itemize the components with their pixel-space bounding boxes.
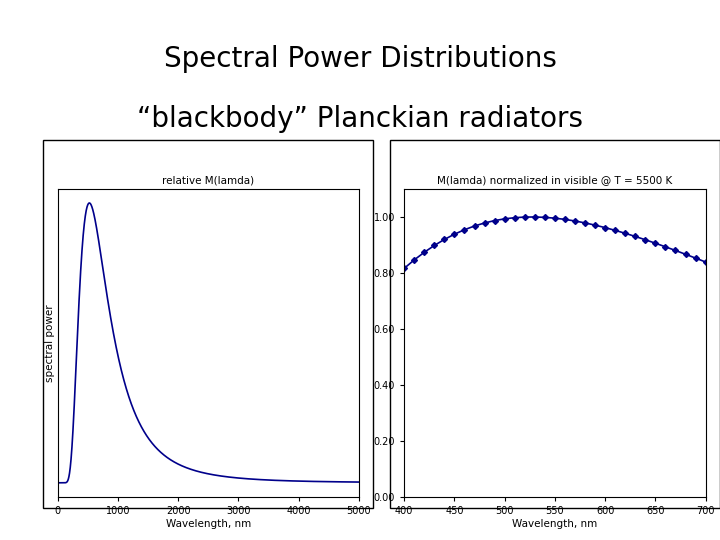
Title: relative M(lamda): relative M(lamda)	[162, 176, 254, 185]
X-axis label: Wavelength, nm: Wavelength, nm	[166, 518, 251, 529]
Y-axis label: spectral power: spectral power	[45, 304, 55, 382]
Text: “blackbody” Planckian radiators: “blackbody” Planckian radiators	[137, 105, 583, 133]
Text: Spectral Power Distributions: Spectral Power Distributions	[163, 45, 557, 73]
X-axis label: Wavelength, nm: Wavelength, nm	[512, 518, 598, 529]
Title: M(lamda) normalized in visible @ T = 5500 K: M(lamda) normalized in visible @ T = 550…	[437, 176, 672, 185]
